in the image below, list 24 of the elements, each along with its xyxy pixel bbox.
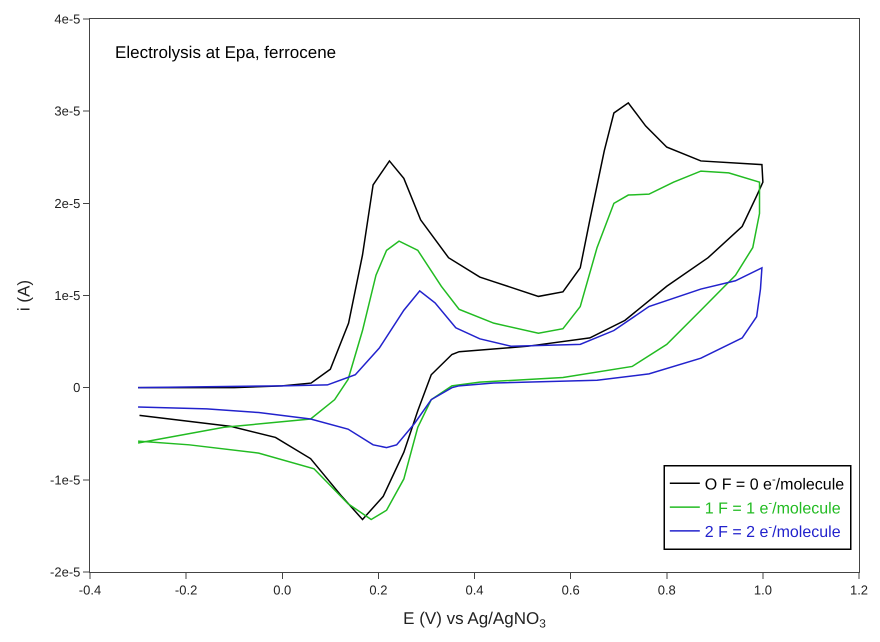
y-tick-label: 2e-5 — [54, 196, 80, 211]
x-tick-label: 1.2 — [850, 582, 868, 598]
line-series — [137, 267, 763, 448]
y-axis-title: i (A) — [14, 280, 34, 312]
x-tick-label: 0.0 — [273, 582, 292, 598]
y-tick-label: 3e-5 — [54, 104, 80, 119]
x-tick-label: -0.2 — [174, 582, 198, 598]
y-tick-label: -1e-5 — [50, 472, 80, 488]
legend-label: 1 F = 1 e$^{-}$/molecule — [704, 498, 841, 518]
x-tick-label: 0.4 — [465, 582, 484, 598]
y-tick-label: 0 — [73, 380, 80, 396]
legend-label: 2 F = 2 e$^{-}$/molecule — [704, 521, 841, 542]
x-tick-label: 0.2 — [369, 582, 388, 598]
y-tick-label: 4e-5 — [54, 12, 80, 27]
legend-label: O F = 0 e$^{-}$/molecule — [704, 474, 844, 494]
x-tick-label: 1.0 — [754, 582, 772, 598]
x-tick-label: -0.4 — [78, 582, 102, 598]
y-tick-label: -2e-5 — [50, 564, 80, 580]
x-axis-title: E (V) vs Ag/AgNO$_{3}$ — [403, 609, 546, 631]
y-tick-label: 1e-5 — [54, 288, 80, 304]
annotation: Electrolysis at Epa, ferrocene — [115, 43, 336, 62]
x-tick-label: 0.8 — [658, 582, 676, 598]
x-tick-label: 0.6 — [562, 582, 580, 598]
line-series — [137, 170, 760, 520]
